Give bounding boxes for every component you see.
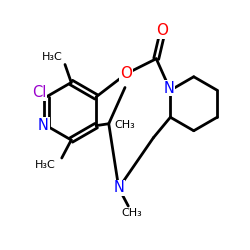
Text: N: N	[113, 180, 124, 196]
Text: H₃C: H₃C	[35, 160, 56, 170]
Text: CH₃: CH₃	[114, 120, 136, 130]
Text: H₃C: H₃C	[42, 52, 62, 62]
Text: Cl: Cl	[32, 85, 46, 100]
Text: N: N	[38, 118, 49, 133]
Text: O: O	[156, 23, 168, 38]
Text: CH₃: CH₃	[122, 208, 142, 218]
Text: N: N	[164, 81, 174, 96]
Text: O: O	[120, 66, 132, 81]
